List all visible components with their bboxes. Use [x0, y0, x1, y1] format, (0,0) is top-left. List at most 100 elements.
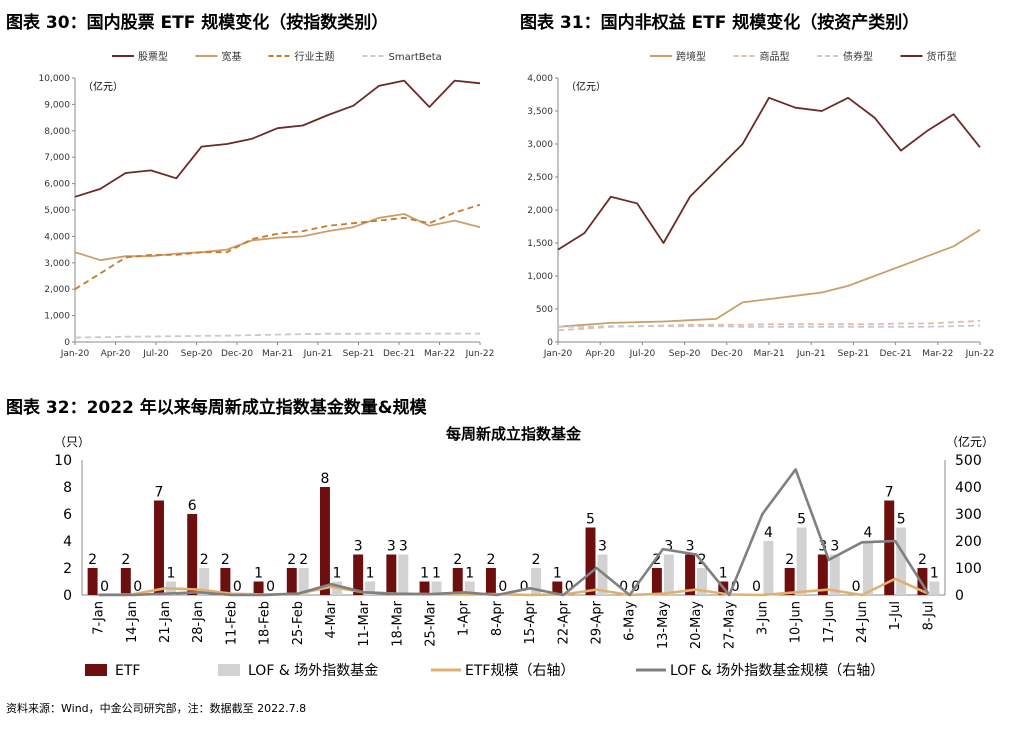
lof-bar	[597, 554, 608, 595]
etf-bar	[651, 568, 662, 595]
lof-data-label: 5	[897, 512, 906, 528]
etf-data-label: 0	[520, 579, 529, 595]
right-tick-label: 100	[955, 561, 982, 577]
right-tick-label: 400	[955, 480, 982, 496]
lof-data-label: 3	[830, 539, 839, 555]
scale-line-2	[98, 468, 930, 597]
figure31-title: 图表 31：国内非权益 ETF 规模变化（按资产类别）	[520, 13, 920, 33]
etf-data-label: 2	[652, 552, 661, 568]
lof-data-label: 1	[332, 566, 341, 582]
y-tick-label: 10,000	[39, 74, 71, 84]
x-tick-label: 8-Apr	[490, 600, 505, 636]
lof-data-label: 0	[100, 579, 109, 595]
etf-data-label: 2	[453, 552, 462, 568]
x-tick-label: Jan-20	[60, 349, 90, 359]
left-tick-label: 4	[63, 534, 72, 550]
y-tick-label: 500	[536, 305, 553, 315]
etf-data-label: 2	[918, 552, 927, 568]
etf-data-label: 2	[221, 552, 230, 568]
x-tick-label: 24-Jun	[855, 601, 870, 643]
x-tick-label: 25-Feb	[291, 601, 306, 645]
etf-data-label: 1	[254, 566, 263, 582]
y-unit-label: （亿元）	[83, 80, 123, 93]
legend-swatch	[85, 664, 107, 676]
x-tick-label: Sep-20	[181, 349, 213, 359]
etf-data-label: 3	[686, 539, 695, 555]
lof-data-label: 1	[366, 566, 375, 582]
y-tick-label: 5,000	[44, 206, 70, 216]
lof-bar	[829, 554, 840, 595]
etf-data-label: 3	[387, 539, 396, 555]
x-tick-label: Apr-20	[585, 349, 615, 359]
lof-bar	[929, 581, 940, 595]
y-tick-label: 3,000	[44, 259, 70, 269]
source-note: 资料来源：Wind，中金公司研究部，注：数据截至 2022.7.8	[6, 702, 307, 715]
etf-non-equity-scale-chart: 0 500 1,000 1,500 2,000 2,500 3,000 3,500 4,000 J…	[527, 50, 994, 359]
x-tick-label: 20-May	[689, 601, 704, 649]
series-line-3	[74, 203, 481, 290]
lof-data-label: 4	[864, 525, 873, 541]
right-tick-label: 500	[955, 453, 982, 469]
etf-bar	[120, 568, 131, 595]
etf-bar	[253, 581, 264, 595]
x-tick-label: Mar-21	[262, 349, 293, 359]
lof-data-label: 0	[266, 579, 275, 595]
y-tick-label: 1,000	[527, 272, 553, 282]
etf-bar	[187, 514, 198, 595]
x-tick-label: Sep-20	[669, 349, 701, 359]
y-tick-label: 2,000	[527, 206, 553, 216]
x-tick-label: Sep-21	[343, 349, 375, 359]
etf-bar	[817, 554, 828, 595]
right-tick-label: 300	[955, 507, 982, 523]
etf-bar	[552, 581, 563, 595]
x-tick-label: 14-Jan	[125, 601, 140, 643]
series-line-4	[74, 332, 480, 339]
lof-data-label: 1	[166, 566, 175, 582]
legend-label: LOF & 场外指数基金规模（右轴）	[670, 662, 884, 679]
etf-data-label: 2	[785, 552, 794, 568]
series-line-2	[74, 213, 481, 262]
x-tick-label: Jun-21	[796, 349, 826, 359]
lof-data-label: 3	[664, 539, 673, 555]
lof-data-label: 0	[233, 579, 242, 595]
x-tick-label: 1-Apr	[457, 600, 472, 636]
etf-data-label: 2	[287, 552, 296, 568]
x-tick-label: Mar-22	[922, 349, 953, 359]
x-tick-label: 8-Jul	[921, 601, 936, 630]
x-tick-label: 7-Jan	[92, 601, 107, 635]
lof-data-label: 1	[465, 566, 474, 582]
y-tick-label: 7,000	[44, 153, 70, 163]
x-tick-label: 17-Jun	[822, 601, 837, 643]
lof-bar	[199, 568, 210, 595]
left-axis-unit: （只）	[54, 435, 90, 449]
x-tick-label: Jun-22	[465, 349, 495, 359]
lof-bar	[697, 568, 708, 595]
lof-data-label: 3	[399, 539, 408, 555]
x-tick-label: 21-Jan	[158, 601, 173, 643]
legend-label: ETF	[115, 663, 140, 679]
y-tick-label: 1,500	[527, 239, 553, 249]
x-tick-label: Sep-21	[838, 349, 870, 359]
left-tick-label: 10	[54, 453, 72, 469]
x-tick-label: 3-Jun	[755, 601, 770, 635]
x-tick-label: Dec-21	[383, 349, 415, 359]
x-tick-label: Mar-21	[753, 349, 784, 359]
figure30-title: 图表 30：国内股票 ETF 规模变化（按指数类别）	[6, 13, 389, 33]
x-tick-label: 4-Mar	[324, 600, 339, 638]
lof-data-label: 5	[797, 512, 806, 528]
etf-bar	[353, 554, 364, 595]
etf-data-label: 1	[553, 566, 562, 582]
left-tick-label: 8	[63, 480, 72, 496]
etf-bar	[452, 568, 463, 595]
x-tick-label: Apr-20	[101, 349, 131, 359]
x-tick-label: 29-Apr	[589, 600, 604, 644]
chart-title: 每周新成立指数基金	[446, 425, 582, 443]
lof-data-label: 1	[432, 566, 441, 582]
lof-data-label: 2	[299, 552, 308, 568]
x-tick-label: 22-Apr	[556, 600, 571, 644]
left-tick-label: 6	[63, 507, 72, 523]
etf-bar	[685, 554, 696, 595]
lof-data-label: 0	[133, 579, 142, 595]
lof-bar	[464, 581, 475, 595]
etf-data-label: 8	[321, 471, 330, 487]
